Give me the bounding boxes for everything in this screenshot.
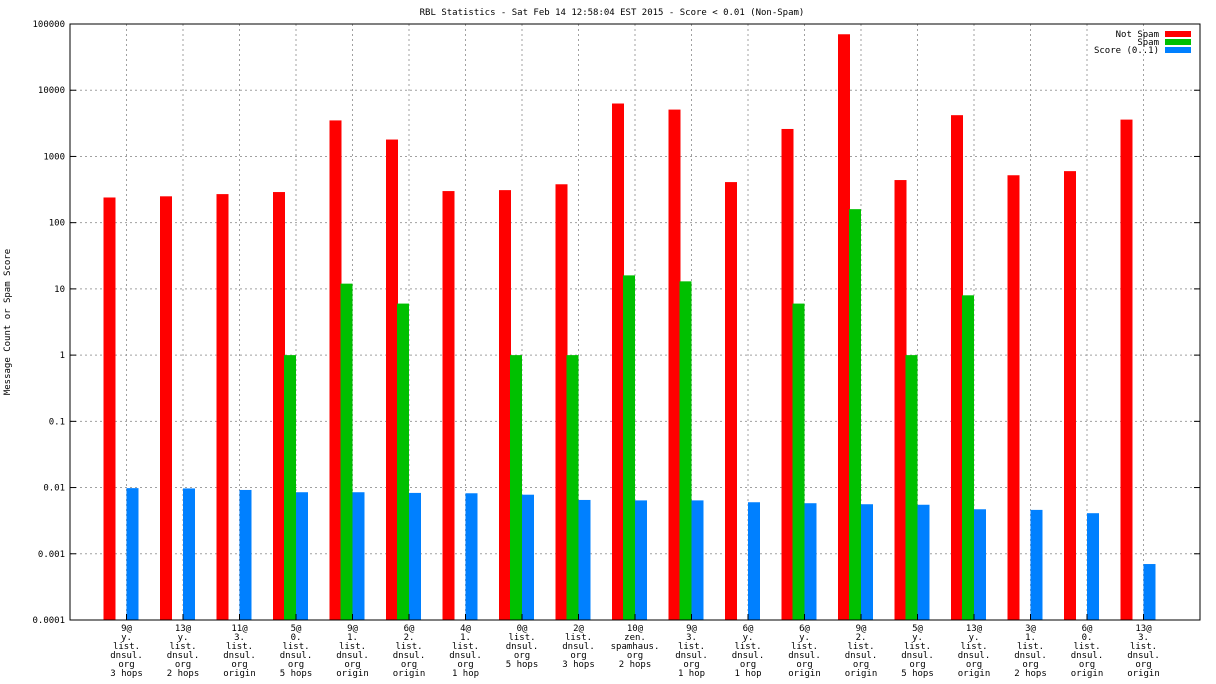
bar-spam <box>849 209 861 620</box>
x-tick-label: 9@ 3. list. dnsul. org 1 hop <box>675 624 708 679</box>
x-tick-label: 5@ 0. list. dnsul. org 5 hops <box>280 624 313 679</box>
bar-score-0-1 <box>1030 509 1043 620</box>
bar-not-spam <box>725 182 737 620</box>
bars <box>103 34 1156 621</box>
bar-not-spam <box>668 109 681 620</box>
bar-spam <box>340 283 353 620</box>
bar-score-0-1 <box>804 503 817 620</box>
bar-score-0-1 <box>1087 513 1099 620</box>
bar-score-0-1 <box>239 489 252 620</box>
x-tick-label: 6@ y. list. dnsul. org 1 hop <box>732 624 765 679</box>
y-tick-label: 10 <box>54 285 65 295</box>
x-tick-label: 13@ 3. list. dnsul. org origin <box>1127 624 1160 679</box>
bar-score-0-1 <box>409 492 421 620</box>
bar-not-spam <box>1064 171 1076 621</box>
x-tick-label: 9@ 2. list. dnsul. org origin <box>845 624 878 679</box>
bar-score-0-1 <box>126 488 139 620</box>
x-tick-label: 4@ 1. list. dnsul. org 1 hop <box>449 624 482 679</box>
bar-not-spam <box>951 115 963 620</box>
legend-label: Score (0..1) <box>1094 46 1159 56</box>
bar-score-0-1 <box>296 492 308 620</box>
bar-not-spam <box>781 128 794 620</box>
bar-spam <box>905 355 918 620</box>
bar-score-0-1 <box>1143 564 1156 620</box>
bar-spam <box>962 295 974 620</box>
y-tick-label: 10000 <box>38 86 65 96</box>
y-axis-label: Message Count or Spam Score <box>3 249 13 395</box>
x-tick-label: 0@ list. dnsul. org 5 hops <box>506 624 539 670</box>
bar-score-0-1 <box>974 509 986 620</box>
bar-score-0-1 <box>635 500 647 620</box>
legend-label: Not Spam <box>1116 30 1159 40</box>
chart-title: RBL Statistics - Sat Feb 14 12:58:04 EST… <box>420 8 805 18</box>
bar-spam <box>566 355 579 620</box>
y-tick-label: 100000 <box>32 20 65 30</box>
y-tick-label: 0.001 <box>38 550 65 560</box>
bar-not-spam <box>612 103 624 621</box>
x-tick-label: 6@ 2. list. dnsul. org origin <box>393 624 426 679</box>
bar-score-0-1 <box>522 494 534 620</box>
bar-not-spam <box>442 191 455 621</box>
y-tick-label: 0.1 <box>49 417 65 427</box>
bar-not-spam <box>273 192 285 620</box>
bar-spam <box>284 355 296 620</box>
legend-swatch <box>1165 31 1191 37</box>
bar-spam <box>792 303 805 620</box>
x-tick-label: 13@ y. list. dnsul. org 2 hops <box>167 624 200 679</box>
x-tick-label: 9@ 1. list. dnsul. org origin <box>336 624 369 679</box>
y-tick-label: 1 <box>60 351 65 361</box>
x-tick-label: 9@ y. list. dnsul. org 3 hops <box>110 624 143 679</box>
legend-swatch <box>1165 47 1191 53</box>
bar-not-spam <box>555 184 568 621</box>
bar-not-spam <box>1007 175 1020 620</box>
bar-not-spam <box>216 194 229 620</box>
bar-score-0-1 <box>465 493 478 620</box>
bar-not-spam <box>499 190 511 620</box>
y-tick-label: 100 <box>49 219 65 229</box>
bar-score-0-1 <box>691 500 704 620</box>
y-tick-label: 0.01 <box>43 484 65 494</box>
bar-score-0-1 <box>183 488 195 620</box>
bar-score-0-1 <box>917 504 930 620</box>
bar-score-0-1 <box>861 504 873 620</box>
bar-not-spam <box>894 180 907 621</box>
legend-swatch <box>1165 39 1191 45</box>
x-axis-labels: 9@ y. list. dnsul. org 3 hops 13@ y. list. dnsul.… <box>110 624 1160 679</box>
x-tick-label: 10@ zen. spamhaus. org 2 hops <box>611 624 660 670</box>
bar-spam <box>623 275 635 620</box>
bar-spam <box>397 303 409 620</box>
x-tick-label: 6@ y. list. dnsul. org origin <box>788 624 821 679</box>
bar-score-0-1 <box>748 502 760 620</box>
bar-spam <box>510 355 522 620</box>
x-tick-label: 5@ y. list. dnsul. org 5 hops <box>901 624 934 679</box>
y-axis-ticks: 0.0001 0.001 0.01 0.1 1 10 100 1000 10000 100000 <box>32 20 1200 626</box>
bar-not-spam <box>160 196 172 620</box>
y-tick-label: 0.0001 <box>32 616 65 626</box>
bar-score-0-1 <box>578 499 591 620</box>
legend-label: Spam <box>1137 38 1159 48</box>
x-tick-label: 3@ 1. list. dnsul. org 2 hops <box>1014 624 1047 679</box>
bar-not-spam <box>329 120 342 621</box>
bar-not-spam <box>1120 119 1133 620</box>
bar-score-0-1 <box>352 492 365 620</box>
y-tick-label: 1000 <box>43 152 65 162</box>
x-tick-label: 11@ 3. list. dnsul. org origin <box>223 624 256 679</box>
bar-spam <box>679 281 692 620</box>
bar-not-spam <box>386 139 398 620</box>
bar-not-spam <box>838 34 850 621</box>
x-tick-label: 6@ 0. list. dnsul. org origin <box>1071 624 1104 679</box>
bar-not-spam <box>103 197 116 621</box>
x-tick-label: 2@ list. dnsul. org 3 hops <box>562 624 595 670</box>
x-tick-label: 13@ y. list. dnsul. org origin <box>958 624 991 679</box>
